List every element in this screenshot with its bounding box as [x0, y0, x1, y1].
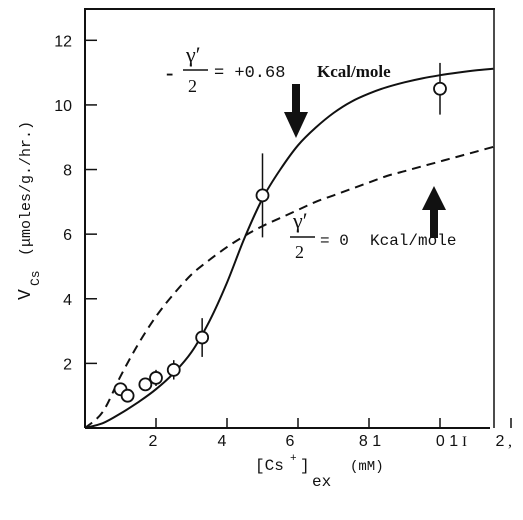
data-point [138, 377, 153, 392]
annotation-2-up-arrow [422, 186, 446, 238]
annotation-1-down-arrow [284, 84, 308, 138]
data-point [195, 330, 210, 345]
x-axis-label-main: [Cs [255, 457, 284, 475]
annotation-dashed-curve: γ′ 2 = 0 Kcal/mole [290, 186, 456, 262]
y-axis-label-main: V [16, 289, 36, 300]
solid-curve [84, 67, 494, 429]
data-point [120, 388, 135, 403]
annotation-2-value: = 0 [320, 232, 349, 250]
x-axis-label: [Cs + ] ex (mM) [255, 453, 384, 491]
y-axis-label-units: (μmoles/g./hr.) [18, 121, 35, 256]
y-tick-label: 6 [63, 227, 72, 244]
annotation-2-numerator: γ′ [292, 208, 308, 233]
x-tick-label: 2 [496, 433, 505, 450]
x-axis-label-close: ] [300, 457, 310, 475]
annotation-1-unit: Kcal/mole [317, 62, 391, 81]
y-axis-ticks: 2 4 6 8 10 12 [54, 33, 97, 373]
x-tick-label: 2 [149, 433, 158, 450]
y-tick-label: 8 [63, 163, 72, 180]
y-axis-label: V Cs (μmoles/g./hr.) [16, 121, 43, 300]
stray-mark-i: I [462, 434, 467, 450]
y-tick-label: 2 [63, 356, 72, 373]
annotation-1-denominator: 2 [188, 76, 197, 96]
y-tick-label: 12 [54, 33, 72, 50]
chart-points [113, 62, 447, 403]
x-tick-label: 8 1 [359, 433, 381, 450]
x-tick-label: 0 1 [436, 433, 458, 450]
data-point [433, 81, 447, 96]
y-axis-label-subscript: Cs [28, 270, 43, 286]
chart-curves [84, 67, 494, 429]
annotation-2-unit: Kcal/mole [370, 232, 456, 250]
annotation-1-numerator: γ′ [185, 42, 201, 67]
x-axis-label-superscript: + [290, 453, 297, 465]
annotation-1-prefix: - [166, 60, 173, 85]
x-axis-label-subscript: ex [312, 473, 331, 491]
data-point [149, 371, 163, 385]
annotation-solid-curve: - γ′ 2 = +0.68 Kcal/mole [166, 42, 391, 138]
dashed-curve [84, 145, 494, 429]
x-tick-label: 4 [218, 433, 227, 450]
annotation-2-denominator: 2 [295, 242, 304, 262]
x-tick-label: 6 [286, 433, 295, 450]
data-point [255, 188, 270, 203]
data-point [166, 362, 181, 377]
y-tick-label: 10 [54, 98, 72, 115]
x-axis-label-units: (mM) [350, 459, 384, 475]
annotation-1-value: = +0.68 [214, 64, 285, 83]
y-tick-label: 4 [63, 292, 72, 309]
stray-mark-comma: , [508, 433, 512, 450]
